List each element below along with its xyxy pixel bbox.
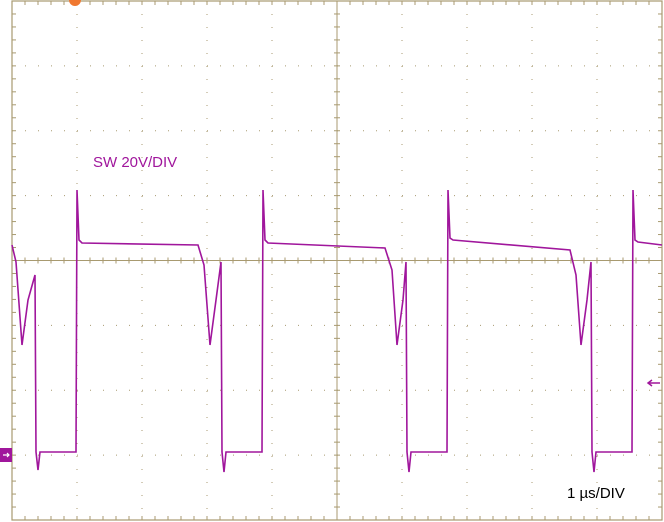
timebase-label: 1 µs/DIV <box>567 485 625 502</box>
channel-marker-arrow <box>3 452 10 458</box>
trigger-position-marker <box>69 0 81 6</box>
trace-label: SW 20V/DIV <box>93 154 177 171</box>
sw-trace <box>11 189 663 473</box>
graticule-frame <box>11 0 663 521</box>
trigger-level-marker <box>646 379 660 387</box>
graticule <box>11 0 663 521</box>
